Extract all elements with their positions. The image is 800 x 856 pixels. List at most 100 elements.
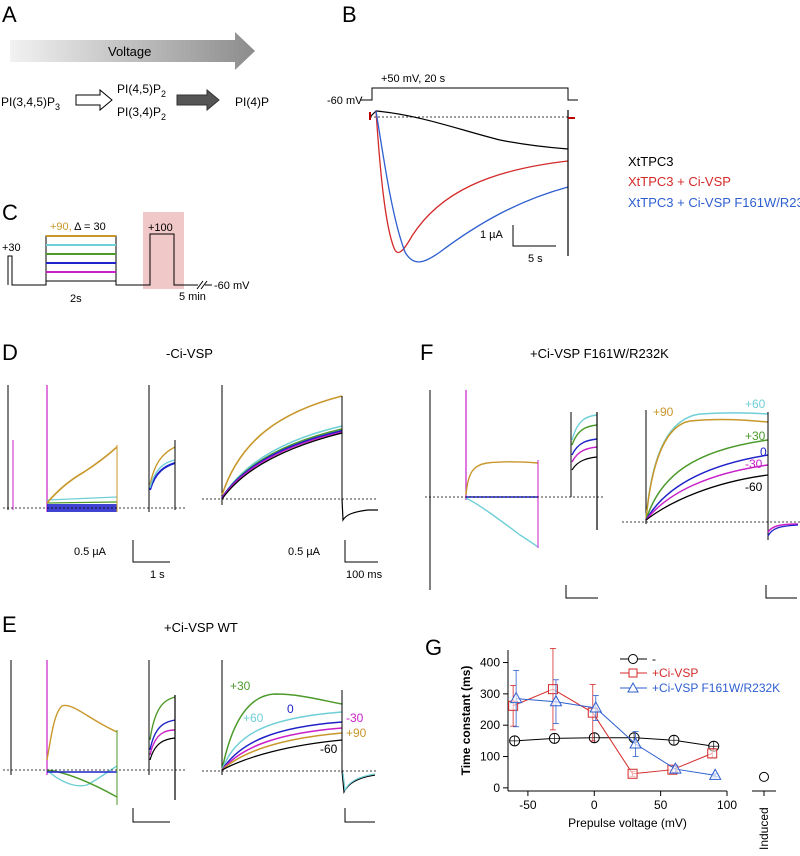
g-y-tick-label: 300 xyxy=(480,687,500,701)
g-series-0 xyxy=(509,732,720,752)
e-label-m60: -60 xyxy=(320,742,338,756)
trace-xttpc3 xyxy=(369,110,569,150)
legend-marker-civsp xyxy=(628,668,638,678)
g-y-tick-label: 100 xyxy=(480,750,500,764)
open-arrow-icon xyxy=(75,88,113,112)
f-right-navy xyxy=(645,454,769,521)
panel-label-d: D xyxy=(2,340,18,365)
scale-bar-f-right xyxy=(765,585,797,599)
g-y-tick-label: 0 xyxy=(493,781,500,795)
filled-arrow-icon xyxy=(176,88,220,112)
e-right-tail-blue xyxy=(342,772,376,793)
f-left-test-magenta xyxy=(571,446,598,463)
scale-b-current: 1 µA xyxy=(480,229,504,241)
f-right-gold xyxy=(645,418,769,521)
scale-b-time: 5 s xyxy=(528,253,543,265)
break-mark-2 xyxy=(200,280,208,290)
f-label-p90: +90 xyxy=(653,405,674,419)
e-label-p90: +90 xyxy=(346,726,367,740)
scale-bar-e-left xyxy=(132,808,170,823)
g-series-line xyxy=(512,688,713,775)
panel-g: G 0 100 200 300 400 -50 0 50 100 Prepulse voltage… xyxy=(425,635,780,850)
panel-label-e: E xyxy=(2,612,17,637)
panel-d: D -Ci-VSP 0.5 µA 1 s 0.5 µA 100 ms xyxy=(2,340,383,581)
f-label-p60: +60 xyxy=(745,397,766,411)
trace-xttpc3-civsp-mut xyxy=(375,110,569,263)
e-right-gold xyxy=(221,732,343,771)
panel-label-g: G xyxy=(425,635,442,660)
panel-e: E +Ci-VSP WT +30 +60 0 -30 +90 xyxy=(2,612,378,823)
g-point xyxy=(669,762,682,774)
panel-c: C +30 +90, Δ = 30 +100 2s 5 min -60 mV xyxy=(2,200,250,305)
title-e: +Ci-VSP WT xyxy=(164,620,238,635)
scale-d-right-time: 100 ms xyxy=(346,569,383,581)
g-point xyxy=(509,691,523,704)
e-label-0: 0 xyxy=(287,702,294,716)
scale-bar-d-left xyxy=(132,540,170,563)
g-axes: 0 100 200 300 400 -50 0 50 100 Prepulse voltage (… xyxy=(459,650,737,830)
scale-bar-f-left xyxy=(565,585,598,599)
f-left-test-cyan xyxy=(571,414,598,441)
induced-label: Induced xyxy=(757,807,771,850)
g-x-tick-label: -50 xyxy=(519,798,537,812)
f-right-magenta xyxy=(645,464,769,521)
d-right-magenta xyxy=(221,431,343,499)
d-left-test-black xyxy=(149,462,176,491)
e-left-gold xyxy=(46,704,118,761)
legend-g-3: +Ci-VSP F161W/R232K xyxy=(652,681,780,695)
panel-b: B +50 mV, 20 s -60 mV XtTPC3 XtTPC3 + Ci… xyxy=(327,2,800,265)
pi45p2-label: PI(4,5)P2 xyxy=(117,82,166,99)
d-left-band-cyan xyxy=(46,496,118,501)
interval-label: 5 min xyxy=(179,291,206,303)
holding-label: -60 mV xyxy=(327,95,363,107)
panel-label-f: F xyxy=(420,340,433,365)
d-left-band-green xyxy=(46,501,118,504)
scale-d-left-time: 1 s xyxy=(150,569,165,581)
voltage-label: Voltage xyxy=(108,44,151,59)
g-series-1 xyxy=(508,648,718,779)
e-left-test-navy xyxy=(149,719,176,751)
legend-b-2: XtTPC3 + Ci-VSP xyxy=(628,174,731,189)
d-right-tail xyxy=(341,498,378,523)
g-series-line xyxy=(514,737,714,747)
g-point xyxy=(547,684,558,695)
g-point xyxy=(627,768,638,779)
d-left-test-gold xyxy=(149,446,176,486)
legend-marker-control xyxy=(628,654,638,664)
f-right-green xyxy=(645,439,769,521)
scale-d-left-current: 0.5 µA xyxy=(74,546,107,558)
e-right-magenta xyxy=(221,727,343,771)
f-left-test-green xyxy=(571,424,598,446)
f-label-0: 0 xyxy=(760,445,767,459)
f-left-gold xyxy=(465,461,539,496)
duration-label: 2s xyxy=(70,293,82,305)
pip3-label: PI(3,4,5)P3 xyxy=(1,95,60,112)
e-label-p30: +30 xyxy=(230,679,251,693)
induced-point xyxy=(759,771,769,782)
steps-label: +90, Δ = 30 xyxy=(50,221,106,233)
f-label-p30: +30 xyxy=(745,429,766,443)
d-right-gold xyxy=(221,395,343,496)
protocol-line xyxy=(360,87,578,101)
g-series-2 xyxy=(509,669,722,780)
g-point xyxy=(549,694,563,707)
d-right-navy xyxy=(221,429,343,499)
legend-b-3: XtTPC3 + Ci-VSP F161W/R232K xyxy=(628,195,800,210)
break-mark-1 xyxy=(196,280,204,290)
title-d: -Ci-VSP xyxy=(166,346,213,361)
panel-label-c: C xyxy=(2,200,18,225)
scale-d-right-current: 0.5 µA xyxy=(288,546,321,558)
f-right-tail2 xyxy=(767,524,799,537)
g-y-label: Time constant (ms) xyxy=(459,666,473,776)
d-right-black xyxy=(221,432,343,500)
pi4p-label: PI(4)P xyxy=(235,95,269,109)
title-f: +Ci-VSP F161W/R232K xyxy=(530,346,669,361)
f-left-cyan xyxy=(465,497,539,548)
panel-f: F +Ci-VSP F161W/R232K +90 +60 +30 0 xyxy=(420,340,800,599)
e-label-p60: +60 xyxy=(243,711,264,725)
prepulse-label: +30 xyxy=(2,242,21,254)
panel-a: A Voltage PI(3,4,5)P3 PI(4,5)P2 PI(3,4)P… xyxy=(1,2,269,122)
d-left-gold xyxy=(46,446,118,504)
g-x-tick-label: 100 xyxy=(717,798,737,812)
traces-b xyxy=(369,110,575,263)
